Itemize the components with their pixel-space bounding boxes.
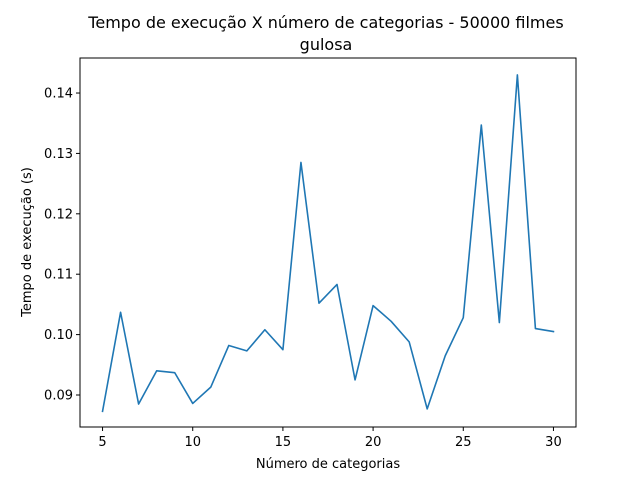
chart-subtitle: gulosa <box>300 35 353 54</box>
y-tick-label: 0.09 <box>44 388 73 403</box>
x-tick-label: 25 <box>455 435 472 450</box>
y-tick-label: 0.13 <box>44 147 73 162</box>
y-tick-label: 0.11 <box>44 268 73 283</box>
x-tick-label: 5 <box>98 435 106 450</box>
y-tick-label: 0.14 <box>44 87 73 102</box>
y-axis: 0.09 0.10 0.11 0.12 0.13 0.14 <box>44 87 80 403</box>
x-tick-label: 30 <box>545 435 562 450</box>
x-axis: 5 10 15 20 25 30 <box>98 427 562 450</box>
x-axis-label: Número de categorias <box>256 457 400 472</box>
plot-area <box>101 74 555 413</box>
y-axis-label: Tempo de execução (s) <box>20 167 35 318</box>
y-tick-label: 0.10 <box>44 328 73 343</box>
plot-frame <box>79 57 577 428</box>
series-line-0 <box>101 74 555 413</box>
y-tick-label: 0.12 <box>44 207 73 222</box>
x-tick-label: 10 <box>184 435 201 450</box>
x-tick-label: 15 <box>275 435 292 450</box>
chart-title: Tempo de execução X número de categorias… <box>87 13 563 32</box>
x-tick-label: 20 <box>365 435 382 450</box>
